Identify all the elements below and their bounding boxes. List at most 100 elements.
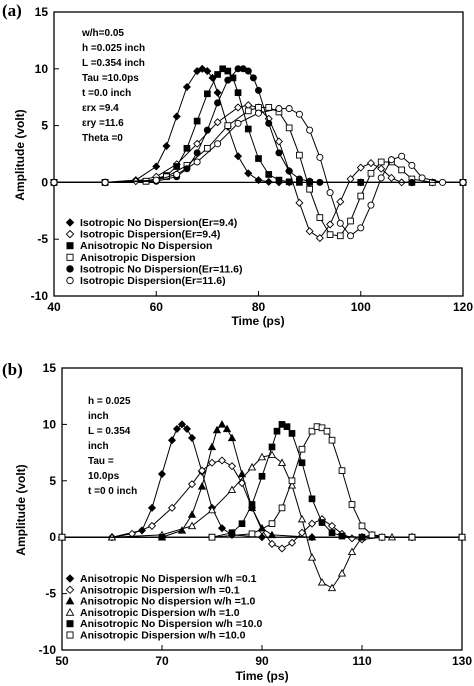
panel-a-data-point [398,152,406,160]
panel-a-annotation-line: εrx =9.4 [82,103,119,114]
panel-b-series-3 [57,420,467,541]
panel-a-x-tick-label: 120 [453,300,473,314]
panel-b-data-point [267,450,277,459]
panel-a-data-point [264,177,273,186]
panel-a-data-point [224,67,232,75]
panel-a-data-point [326,231,334,238]
panel-a-data-point [255,155,262,162]
panel-b-annotation-line: 10.0ps [88,471,120,482]
panel-b-data-point [358,522,366,530]
panel-b-data-point [238,520,246,528]
panel-a-data-point [357,192,365,200]
panel-b-y-axis-title: Amplitude (volt) [14,464,28,555]
panel-a-data-point [295,110,303,118]
panel-a-data-point [204,144,211,152]
panel-a-data-point [101,178,109,186]
panel-b-data-point [207,442,217,451]
panel-b: (b) Amplitude (volt) Time (ps) h = 0.025… [2,360,472,683]
panel-a-x-tick-label: 100 [351,300,371,314]
panel-a-data-point [459,178,467,186]
panel-a-data-point [274,137,283,146]
panel-a-data-point [249,74,257,82]
panel-b-data-point [267,539,277,549]
panel-a-data-point [255,104,262,111]
panel-a-y-tick-label: 10 [35,62,49,76]
panel-b-data-point [257,533,267,542]
panel-a-data-point [244,67,252,75]
panel-b-data-point [348,501,356,508]
panel-a-data-point [285,124,293,132]
panel-b-data-point [187,521,197,530]
panel-b-data-point [197,466,207,475]
panel-a-y-tick-label: 15 [35,5,49,19]
panel-b-x-tick-label: 90 [255,654,269,668]
panel-b-annotation-line: L = 0.354 [88,426,131,437]
panel-a-x-tick-label: 80 [252,300,266,314]
panel-a-data-point [377,174,385,182]
panel-b-data-point [318,424,326,432]
panel-a-data-point [244,125,252,133]
panel-b-letter: (b) [2,360,23,379]
panel-b-legend-label: Anisotropic Dispersion w/h =1.0 [80,607,240,619]
panel-a-data-point [172,112,181,121]
panel-b-legend-marker [65,607,75,616]
panel-a-legend-marker [66,276,74,285]
panel-b-data-point [257,452,267,461]
panel-a-data-point [203,67,212,76]
panel-b-series-line [62,423,462,538]
panel-a-data-point [254,176,263,185]
panel-a-data-point [213,88,222,97]
panel-a-data-point [336,197,345,206]
panel-a-data-point [285,167,293,175]
panel-a-data-point [193,149,201,157]
panel-b-data-point [258,472,266,480]
panel-b-y-tick-label: -5 [45,587,56,601]
panel-a-data-point [234,103,243,112]
panel-b-data-point [228,529,236,537]
panel-b-data-point [207,505,217,514]
panel-a-legend-marker [66,253,74,261]
panel-a-legend-label: Anisotropic Dispersion [80,252,196,264]
panel-a-data-point [244,107,252,115]
panel-a-data-point [183,144,191,152]
panel-a-annotation-line: Tau =10.0ps [82,73,139,84]
panel-a-data-point [408,161,416,169]
panel-b-data-point [217,420,227,428]
panel-b-data-point [458,533,466,541]
panel-a-data-point [306,185,313,193]
panel-a-data-point [198,64,207,73]
panel-b-legend-label: Anisotropic Dispersion w/h =10.0 [80,630,246,642]
panel-b-data-point [288,430,296,437]
panel-b-data-point [227,433,237,442]
panel-a-data-point [265,171,273,178]
panel-b-data-point [268,443,276,451]
panel-b-data-point [277,458,287,466]
panel-b-data-point [277,544,287,553]
panel-a-annotation-line: εry =11.6 [82,118,124,129]
panel-a-legend-label: Isotropic Dispersion(Er=11.6) [80,275,226,287]
panel-b-series-line [62,423,462,538]
panel-b-data-point [147,521,157,530]
panel-b-data-point [378,533,386,541]
panel-a-data-point [214,140,222,148]
panel-b-data-point [298,445,306,453]
panel-a-data-point [285,105,293,113]
panel-b-legend-label: Anisotropic No Dispersion w/h =10.0 [80,618,262,630]
panel-b-data-point [167,436,177,445]
panel-a-data-point [193,139,202,148]
panel-a-data-point [234,152,243,161]
panel-b-data-point [308,495,316,503]
panel-a-data-point [214,99,222,107]
panel-b-data-point [208,533,216,541]
panel-b-data-point [278,504,286,512]
panel-a-data-point [305,227,314,236]
panel-a-y-tick-label: 0 [41,175,48,189]
panel-b-data-point [328,529,336,537]
panel-b-data-point [297,514,307,523]
panel-a-data-point [439,178,447,186]
panel-b-data-point [267,530,277,539]
panel-b-data-point [288,477,296,485]
panel-b-data-point [182,424,192,433]
panel-a-data-point [347,217,354,225]
